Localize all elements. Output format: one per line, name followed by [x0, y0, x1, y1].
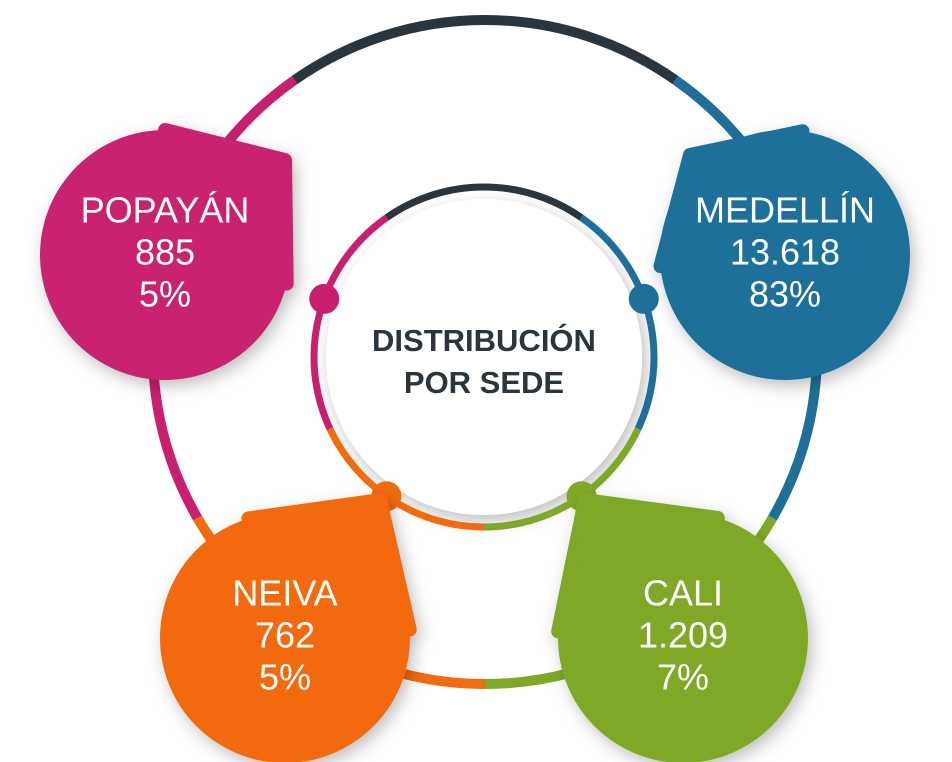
bubble-body	[558, 513, 808, 762]
ring-dot	[309, 283, 340, 314]
center-disc	[326, 199, 642, 515]
node-name: MEDELLÍN	[695, 190, 875, 231]
node-percent: 7%	[657, 657, 709, 698]
node-name: NEIVA	[232, 573, 337, 614]
bubble-body	[40, 130, 290, 380]
node-value: 1.209	[638, 615, 728, 656]
node-value: 885	[135, 232, 195, 273]
bubble	[160, 493, 417, 762]
node-percent: 5%	[259, 657, 311, 698]
ring-arc	[291, 15, 679, 85]
ring-dot	[628, 283, 659, 314]
bubble	[551, 493, 808, 762]
node-percent: 5%	[139, 274, 191, 315]
node-name: POPAYÁN	[81, 190, 250, 231]
node-name: CALI	[643, 573, 723, 614]
node-value: 762	[255, 615, 315, 656]
bubble-body	[660, 130, 910, 380]
title-line: POR SEDE	[404, 365, 564, 400]
bubble	[653, 124, 910, 380]
inner-ring	[309, 183, 659, 531]
bubble-body	[160, 513, 410, 762]
node-percent: 83%	[749, 274, 821, 315]
node-value: 13.618	[730, 232, 840, 273]
bubble	[40, 123, 294, 380]
title-line: DISTRIBUCIÓN	[372, 322, 596, 358]
ring-arc	[384, 183, 584, 221]
bubbles: POPAYÁN8855%MEDELLÍN13.61883%NEIVA7625%C…	[40, 123, 910, 762]
